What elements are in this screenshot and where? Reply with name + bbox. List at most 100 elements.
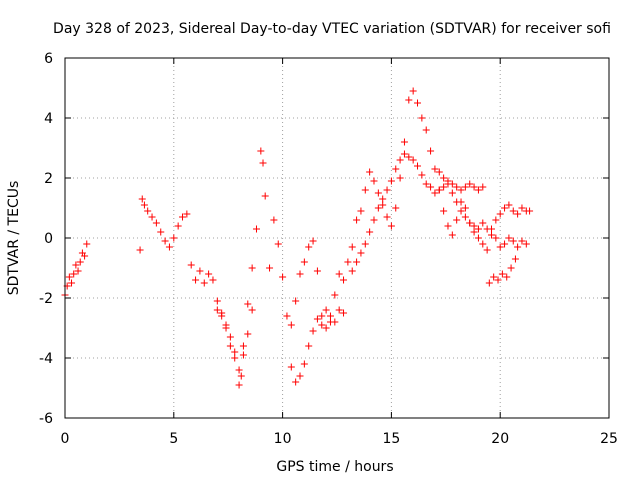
data-point	[483, 225, 491, 233]
data-point	[453, 198, 461, 206]
data-point	[200, 279, 208, 287]
data-point	[505, 201, 513, 209]
data-point	[209, 276, 217, 284]
data-point	[138, 195, 146, 203]
data-point	[392, 204, 400, 212]
data-point	[422, 180, 430, 188]
data-point	[174, 222, 182, 230]
data-point	[518, 237, 526, 245]
data-point	[409, 156, 417, 164]
data-point	[318, 312, 326, 320]
data-point	[474, 225, 482, 233]
data-point	[418, 114, 426, 122]
data-point	[74, 267, 82, 275]
data-point	[474, 234, 482, 242]
data-point	[496, 243, 504, 251]
data-point	[261, 192, 269, 200]
data-point	[72, 261, 80, 269]
data-point	[353, 258, 361, 266]
data-point	[370, 216, 378, 224]
data-point	[235, 366, 243, 374]
data-point	[309, 237, 317, 245]
data-point	[361, 240, 369, 248]
data-point	[444, 177, 452, 185]
data-point	[379, 201, 387, 209]
data-point	[400, 138, 408, 146]
data-point	[492, 234, 500, 242]
data-point	[501, 240, 509, 248]
data-point	[448, 189, 456, 197]
data-point	[231, 354, 239, 362]
data-point	[266, 264, 274, 272]
data-point	[505, 234, 513, 242]
data-point	[479, 183, 487, 191]
data-point	[498, 270, 506, 278]
data-point	[444, 222, 452, 230]
data-point	[409, 87, 417, 95]
data-points	[61, 87, 534, 389]
data-point	[514, 243, 522, 251]
data-point	[405, 96, 413, 104]
data-point	[366, 228, 374, 236]
data-point	[503, 273, 511, 281]
data-point	[296, 372, 304, 380]
data-point	[305, 342, 313, 350]
data-point	[248, 306, 256, 314]
data-point	[466, 219, 474, 227]
x-tick-label: 10	[274, 431, 292, 447]
data-point	[165, 243, 173, 251]
data-point	[507, 264, 515, 272]
data-point	[387, 222, 395, 230]
data-point	[492, 216, 500, 224]
data-point	[213, 306, 221, 314]
data-point	[405, 153, 413, 161]
data-point	[65, 273, 73, 281]
data-point	[485, 279, 493, 287]
data-point	[470, 222, 478, 230]
y-tick-label: -6	[39, 411, 53, 427]
data-point	[222, 324, 230, 332]
y-tick-label: 6	[44, 51, 53, 67]
data-point	[348, 243, 356, 251]
axis-ticks: 0 5 10 15 20 25 -6 -4 -2 0 2 4 6	[39, 51, 618, 447]
data-point	[427, 183, 435, 191]
data-point	[431, 165, 439, 173]
data-point	[161, 237, 169, 245]
data-point	[457, 186, 465, 194]
data-point	[136, 246, 144, 254]
data-point	[427, 147, 435, 155]
data-point	[70, 270, 78, 278]
data-point	[479, 219, 487, 227]
data-point	[509, 207, 517, 215]
data-point	[435, 168, 443, 176]
x-axis-title: GPS time / hours	[276, 459, 393, 475]
data-point	[76, 258, 84, 266]
data-point	[313, 315, 321, 323]
data-point	[448, 231, 456, 239]
data-point	[383, 186, 391, 194]
x-tick-label: 25	[600, 431, 618, 447]
data-point	[205, 270, 213, 278]
data-point	[152, 219, 160, 227]
data-point	[518, 204, 526, 212]
data-point	[305, 243, 313, 251]
x-tick-label: 15	[382, 431, 400, 447]
data-point	[387, 177, 395, 185]
y-tick-label: 2	[44, 171, 53, 187]
data-point	[81, 252, 89, 260]
data-point	[148, 213, 156, 221]
y-tick-label: 0	[44, 231, 53, 247]
data-point	[496, 210, 504, 218]
data-point	[357, 249, 365, 257]
data-point	[357, 207, 365, 215]
data-point	[470, 228, 478, 236]
data-point	[237, 372, 245, 380]
data-point	[322, 324, 330, 332]
data-point	[287, 363, 295, 371]
data-point	[514, 210, 522, 218]
data-point	[490, 273, 498, 281]
data-point	[466, 180, 474, 188]
data-point	[344, 258, 352, 266]
data-point	[479, 240, 487, 248]
